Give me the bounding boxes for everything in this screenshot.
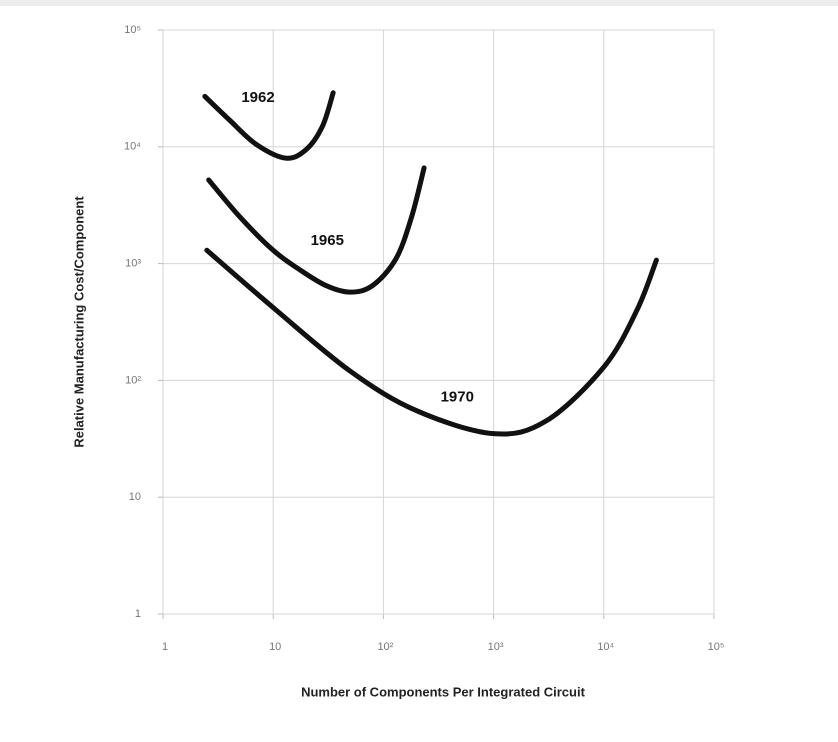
series-label: 1970 [441,389,474,406]
series-label: 1965 [311,232,344,249]
series-label: 1962 [241,89,274,106]
x-tick-label: 10⁴ [597,641,614,653]
x-tick-label: 10⁵ [708,641,725,653]
y-tick-label: 10³ [125,258,141,270]
y-tick-label: 10⁴ [124,141,141,153]
x-tick-label: 10² [377,641,393,653]
y-tick-label: 10 [129,491,141,503]
curve [204,247,659,437]
x-tick-label: 10 [269,641,281,653]
y-tick-label: 10² [125,374,141,386]
curve [202,90,336,161]
y-axis-title: Relative Manufacturing Cost/Component [71,196,86,448]
y-tick-label: 1 [135,608,141,620]
curve [206,165,427,295]
x-axis-title: Number of Components Per Integrated Circ… [301,684,586,699]
x-tick-label: 1 [162,641,168,653]
x-tick-label: 10³ [488,641,504,653]
top-strip [0,0,838,6]
y-tick-label: 10⁵ [124,24,141,36]
